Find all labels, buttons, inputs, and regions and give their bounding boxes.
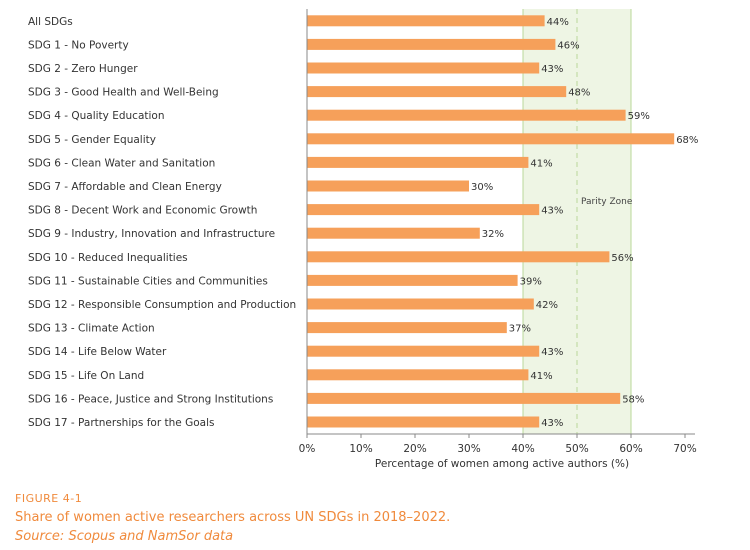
- value-label: 42%: [536, 300, 558, 311]
- value-label: 43%: [541, 206, 563, 217]
- value-label: 30%: [471, 182, 493, 193]
- value-label: 44%: [547, 17, 569, 28]
- bar: [307, 156, 529, 168]
- value-label: 48%: [568, 88, 590, 99]
- figure-source: Source: Scopus and NamSor data: [15, 529, 234, 544]
- category-label: SDG 10 - Reduced Inequalities: [28, 252, 188, 264]
- bar: [307, 392, 621, 404]
- category-label: SDG 2 - Zero Hunger: [28, 63, 138, 75]
- sdg-women-bar-chart: Parity Zone All SDGs 44% SDG 1 - No Povert…: [28, 9, 698, 470]
- bar: [307, 274, 518, 286]
- bar: [307, 298, 534, 310]
- category-label: SDG 3 - Good Health and Well-Being: [28, 87, 219, 99]
- category-label: All SDGs: [28, 16, 73, 28]
- x-tick-label: 50%: [565, 443, 588, 455]
- x-tick-label: 20%: [403, 443, 426, 455]
- value-label: 56%: [611, 253, 633, 264]
- category-label: SDG 16 - Peace, Justice and Strong Insti…: [28, 393, 273, 405]
- x-tick-label: 60%: [619, 443, 642, 455]
- category-label: SDG 11 - Sustainable Cities and Communit…: [28, 275, 268, 287]
- category-label: SDG 14 - Life Below Water: [28, 346, 167, 358]
- figure-title: Share of women active researchers across…: [15, 510, 451, 525]
- value-label: 37%: [509, 324, 531, 335]
- value-label: 59%: [628, 111, 650, 122]
- bar: [307, 38, 556, 50]
- bar: [307, 86, 567, 98]
- figure-label: FIGURE 4-1: [15, 492, 83, 505]
- bar: [307, 227, 480, 239]
- category-label: SDG 13 - Climate Action: [28, 323, 155, 335]
- category-label: SDG 1 - No Poverty: [28, 39, 129, 51]
- category-label: SDG 4 - Quality Education: [28, 110, 165, 122]
- x-axis-title: Percentage of women among active authors…: [375, 458, 629, 470]
- x-tick-label: 40%: [511, 443, 534, 455]
- value-label: 43%: [541, 64, 563, 75]
- value-label: 43%: [541, 347, 563, 358]
- category-label: SDG 6 - Clean Water and Sanitation: [28, 157, 215, 169]
- category-label: SDG 17 - Partnerships for the Goals: [28, 417, 214, 429]
- category-label: SDG 5 - Gender Equality: [28, 134, 156, 146]
- bar: [307, 251, 610, 263]
- bar: [307, 15, 545, 27]
- bar: [307, 62, 540, 74]
- category-label: SDG 12 - Responsible Consumption and Pro…: [28, 299, 296, 311]
- category-label: SDG 7 - Affordable and Clean Energy: [28, 181, 222, 193]
- bar: [307, 369, 529, 381]
- bar: [307, 416, 540, 428]
- x-tick-label: 0%: [299, 443, 316, 455]
- bar: [307, 109, 626, 121]
- value-label: 68%: [676, 135, 698, 146]
- bar: [307, 180, 469, 192]
- value-label: 41%: [530, 371, 552, 382]
- category-label: SDG 15 - Life On Land: [28, 370, 144, 382]
- bar: [307, 345, 540, 357]
- category-label: SDG 8 - Decent Work and Economic Growth: [28, 205, 257, 217]
- value-label: 46%: [557, 40, 579, 51]
- x-tick-label: 70%: [673, 443, 696, 455]
- value-label: 41%: [530, 158, 552, 169]
- bar: [307, 204, 540, 216]
- value-label: 58%: [622, 394, 644, 405]
- value-label: 39%: [520, 276, 542, 287]
- category-label: SDG 9 - Industry, Innovation and Infrast…: [28, 228, 275, 240]
- bar: [307, 133, 675, 145]
- value-label: 43%: [541, 418, 563, 429]
- bar: [307, 322, 507, 334]
- x-tick-label: 10%: [349, 443, 372, 455]
- parity-zone-label: Parity Zone: [581, 197, 633, 207]
- x-tick-label: 30%: [457, 443, 480, 455]
- value-label: 32%: [482, 229, 504, 240]
